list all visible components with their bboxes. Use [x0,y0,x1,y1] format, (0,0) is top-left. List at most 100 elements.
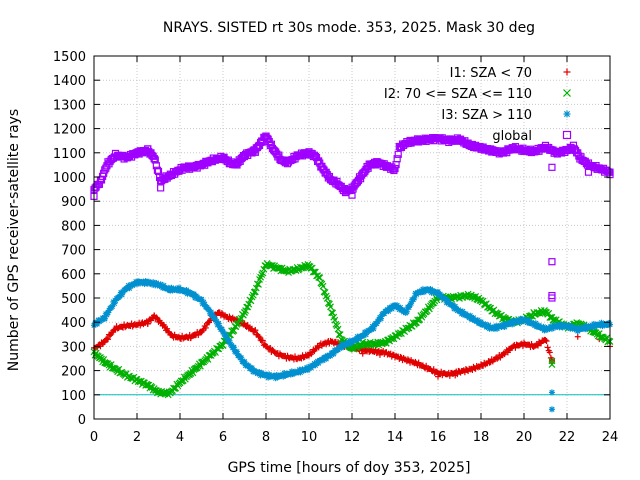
x-axis-label: GPS time [hours of doy 353, 2025] [228,460,471,476]
data-point [153,314,160,321]
data-point [335,331,343,339]
data-point [359,350,366,357]
data-point [548,163,556,171]
series-square-points [90,132,614,302]
y-tick-label: 1000 [53,171,86,186]
y-tick-label: 1500 [53,50,86,65]
legend-label: global [492,129,532,144]
data-point [205,352,213,359]
data-point [537,340,544,347]
data-point [334,325,342,333]
y-tick-label: 200 [61,365,86,380]
tick-labels: 0 100 200 300 400 500 600 700 800 900 1000 1100 1200… [53,50,618,445]
data-point [411,294,418,301]
data-point [109,303,116,310]
data-point [153,166,162,174]
y-tick-label: 800 [61,219,86,234]
y-tick-label: 0 [78,413,86,428]
data-point [165,328,172,335]
data-point [543,338,550,345]
plot-area [90,132,614,413]
data-point [569,141,578,149]
x-tick-label: 20 [516,430,533,445]
y-tick-label: 1400 [53,74,86,89]
data-point [546,349,553,356]
data-point [378,315,385,322]
x-tick-label: 8 [262,430,270,445]
data-point [157,319,164,326]
data-point [562,130,572,140]
data-point [533,341,540,348]
data-point [147,317,154,324]
data-point [107,332,114,339]
data-point [97,176,106,184]
data-point [256,334,263,341]
y-tick-label: 100 [61,389,86,404]
x-tick-label: 6 [219,430,227,445]
data-point [597,333,605,341]
y-tick-label: 500 [61,292,86,307]
data-point [248,293,256,301]
data-point [542,337,549,344]
data-point [548,258,556,266]
data-point [245,300,253,308]
series-star-points [91,278,613,413]
data-point [164,325,171,332]
data-point [252,327,259,334]
data-point [247,297,255,305]
data-point [109,364,117,372]
data-point [391,164,399,173]
data-point [548,294,556,302]
data-point [494,355,501,362]
data-point [95,180,103,188]
data-point [404,356,411,363]
data-point [504,349,511,356]
data-point [563,68,571,76]
data-point [104,336,111,343]
y-tick-label: 1100 [53,147,86,162]
data-point [255,333,262,340]
y-tick-label: 300 [61,340,86,355]
x-tick-label: 4 [176,430,184,445]
data-point [101,166,109,174]
data-point [376,351,383,358]
data-point [252,284,260,292]
y-tick-label: 1200 [53,123,86,138]
legend-label: I1: SZA < 70 [450,66,532,81]
y-tick-label: 400 [61,316,86,331]
data-point [584,168,593,176]
data-point [255,281,262,288]
data-point [241,320,248,327]
legend-label: I2: 70 <= SZA <= 110 [384,87,532,102]
x-tick-label: 16 [430,430,447,445]
y-tick-label: 900 [61,195,86,210]
y-axis-label: Number of GPS receiver-satellite rays [6,109,22,371]
data-point [548,357,556,365]
y-tick-label: 1300 [53,98,86,113]
data-point [150,155,158,163]
chart-title: NRAYS. SISTED rt 30s mode. 353, 2025. Ma… [163,20,535,36]
data-point [144,320,151,327]
data-point [574,333,581,340]
data-point [563,89,571,97]
legend: I1: SZA < 70 I2: 70 <= SZA <= 110 I3: SZA … [384,66,572,144]
data-point [327,303,334,311]
y-tick-label: 700 [61,244,86,259]
y-tick-label: 600 [61,268,86,283]
data-point [393,155,401,163]
data-point [259,337,266,344]
data-point [244,322,251,329]
grid [93,55,611,420]
data-point [452,372,459,379]
data-point [397,353,404,360]
data-point [312,268,319,276]
data-point [319,282,327,290]
x-tick-label: 10 [301,430,318,445]
data-point [237,314,245,322]
data-point [363,340,371,348]
data-point [202,324,209,331]
x-tick-label: 18 [473,430,490,445]
data-point [548,406,555,413]
data-point [230,327,238,334]
